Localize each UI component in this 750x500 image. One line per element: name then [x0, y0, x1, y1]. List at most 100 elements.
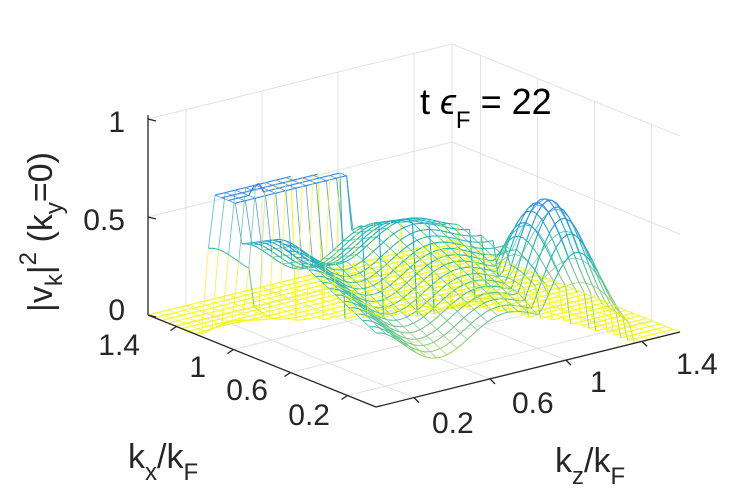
surface-line	[450, 224, 459, 309]
surface-line	[615, 312, 622, 338]
surface-line	[497, 243, 506, 256]
surface-line	[313, 269, 320, 272]
surface-line	[238, 196, 244, 199]
surface-line	[267, 184, 273, 188]
surface-line	[362, 233, 369, 239]
surface-line	[203, 312, 209, 315]
surface-line	[594, 298, 600, 302]
surface-line	[460, 234, 469, 242]
y-axis-line	[375, 331, 681, 408]
surface-line	[242, 313, 250, 317]
surface-line	[260, 182, 266, 185]
surface-line	[466, 299, 473, 304]
surface-line	[219, 192, 226, 195]
surface-line	[537, 295, 543, 299]
surface-line	[323, 306, 331, 310]
surface-line	[639, 327, 645, 330]
surface-line	[397, 219, 404, 221]
grid-line	[451, 141, 681, 235]
surface-line	[375, 283, 381, 286]
surface-line	[394, 310, 401, 314]
surface-line	[407, 294, 415, 298]
surface-line	[323, 293, 331, 297]
surface-line	[392, 309, 398, 312]
surface-line	[228, 254, 235, 259]
surface-line	[476, 325, 483, 331]
surface-line	[179, 322, 186, 326]
surface-line	[663, 331, 671, 335]
surface-line	[233, 257, 240, 263]
surface-line	[191, 312, 199, 316]
surface-line	[319, 311, 327, 315]
surface-line	[514, 299, 520, 302]
surface-line	[311, 303, 317, 306]
surface-line	[551, 238, 558, 251]
surface-line	[355, 301, 363, 309]
surface-line	[573, 251, 579, 254]
surface-line	[356, 234, 363, 240]
surface-line	[420, 298, 427, 301]
surface-line	[589, 314, 597, 319]
surface-line	[353, 246, 360, 249]
surface-line	[548, 266, 556, 274]
surface-line	[473, 276, 479, 279]
surface-line	[238, 303, 245, 307]
surface-line	[500, 274, 506, 277]
surface-line	[528, 288, 535, 292]
surface-line	[362, 255, 369, 261]
surface-line	[295, 188, 304, 269]
surface-line	[438, 298, 445, 304]
surface-line	[312, 264, 320, 272]
surface-line	[331, 177, 337, 180]
surface-line	[367, 264, 375, 269]
surface-line	[501, 292, 509, 297]
surface-line	[184, 322, 192, 327]
surface-line	[413, 222, 419, 225]
surface-line	[521, 242, 529, 256]
surface-line	[329, 173, 336, 177]
surface-line	[279, 280, 285, 284]
surface-line	[364, 237, 371, 243]
surface-line	[360, 313, 367, 316]
surface-line	[538, 314, 546, 318]
surface-line	[465, 290, 472, 294]
surface-line	[446, 320, 455, 328]
surface-line	[525, 282, 533, 286]
surface-line	[430, 229, 438, 237]
surface-line	[411, 262, 419, 267]
surface-line	[508, 269, 516, 273]
surface-line	[390, 294, 398, 298]
surface-line	[366, 279, 374, 286]
surface-line	[532, 272, 540, 276]
surface-line	[346, 281, 352, 284]
surface-line	[444, 226, 452, 234]
surface-line	[423, 316, 431, 324]
surface-line	[489, 247, 495, 250]
surface-line	[494, 247, 502, 255]
surface-line	[265, 195, 273, 258]
surface-line	[232, 314, 238, 317]
surface-line	[282, 246, 290, 248]
surface-line	[515, 311, 523, 315]
surface-line	[193, 315, 199, 318]
surface-line	[200, 304, 206, 308]
surface-line	[572, 314, 580, 318]
surface-line	[302, 311, 310, 315]
surface-line	[524, 210, 533, 223]
surface-line	[292, 266, 300, 269]
surface-line	[544, 246, 551, 258]
surface-line	[404, 273, 412, 277]
surface-line	[215, 324, 223, 329]
surface-line	[302, 177, 310, 181]
surface-line	[578, 282, 586, 284]
surface-line	[592, 308, 598, 311]
surface-line	[408, 322, 414, 326]
surface-line	[214, 193, 221, 196]
surface-line	[413, 248, 420, 254]
surface-line	[275, 191, 281, 194]
surface-line	[266, 289, 274, 294]
surface-line	[528, 285, 536, 318]
surface-line	[496, 286, 502, 288]
surface-line	[220, 299, 226, 303]
surface-line	[181, 315, 189, 319]
